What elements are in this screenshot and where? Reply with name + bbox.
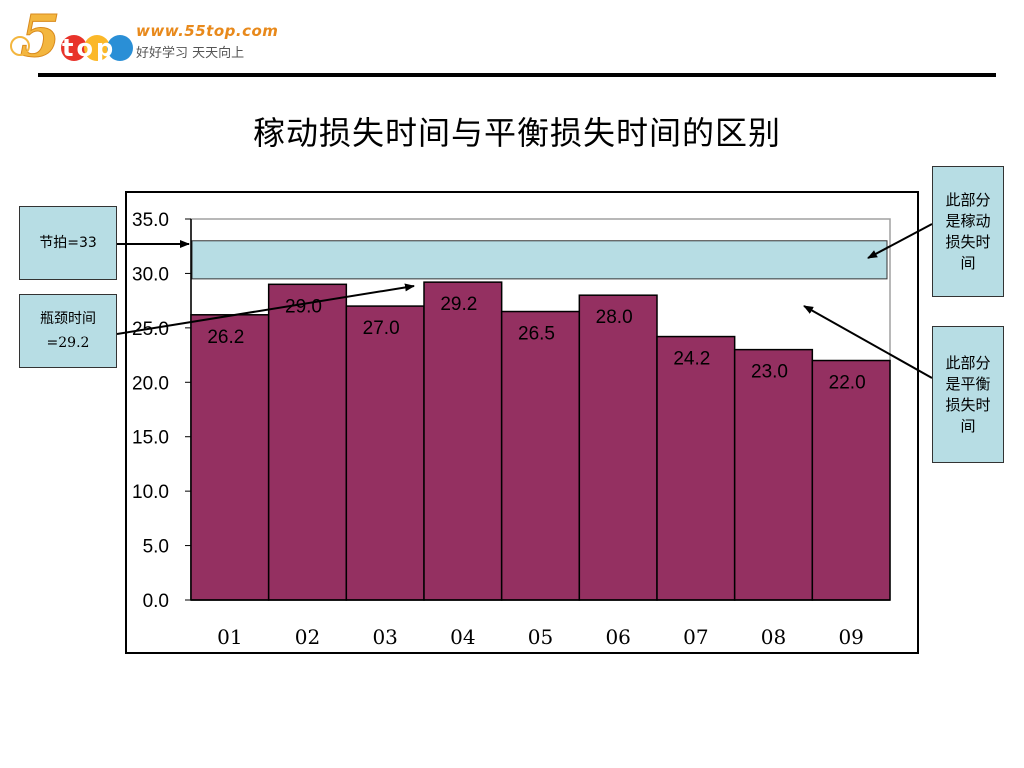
page-title: 稼动损失时间与平衡损失时间的区别: [252, 114, 781, 152]
takt-label: 节拍=33: [39, 235, 97, 251]
bar: [423, 281, 503, 601]
bar: [733, 348, 814, 601]
bar: [811, 359, 891, 601]
bar-value-label: 26.2: [207, 327, 244, 348]
bottleneck-callout: 瓶颈时间 =29.2: [19, 294, 117, 368]
bar: [190, 314, 270, 601]
x-tick-label: 06: [605, 625, 630, 649]
y-tick-label: 0.0: [143, 591, 169, 612]
operational-loss-arrow: [867, 223, 933, 259]
bottleneck-arrow: [116, 283, 415, 335]
bar: [267, 283, 348, 601]
y-tick-label: 15.0: [132, 428, 169, 449]
balance-loss-callout: 此部分是平衡损失时间: [932, 326, 1004, 463]
bar: [500, 310, 581, 601]
y-tick-label: 35.0: [132, 210, 169, 231]
bar: [578, 294, 658, 601]
logo-word: top: [62, 34, 116, 62]
x-tick-label: 04: [450, 625, 475, 649]
takt-band: [191, 240, 888, 280]
x-tick-label: 09: [838, 625, 863, 649]
x-tick-label: 01: [217, 625, 242, 649]
bar: [656, 335, 736, 601]
bottleneck-label: 瓶颈时间: [40, 311, 96, 327]
operational-loss-label: 此部分是稼动损失时间: [945, 190, 991, 272]
bar-value-label: 29.2: [440, 294, 477, 315]
balance-loss-arrow: [803, 305, 933, 379]
y-tick-label: 20.0: [132, 373, 169, 394]
bar-value-label: 26.5: [518, 324, 555, 345]
y-tick-label: 5.0: [143, 537, 169, 558]
bar-value-label: 28.0: [596, 307, 633, 328]
bar-value-label: 22.0: [829, 373, 866, 394]
site-slogan: 好好学习 天天向上: [136, 46, 245, 61]
site-url: www.55top.com: [136, 22, 279, 40]
x-tick-label: 05: [528, 625, 553, 649]
bar: [345, 305, 425, 601]
takt-callout: 节拍=33: [19, 206, 117, 280]
bar-value-label: 23.0: [751, 362, 788, 383]
x-tick-label: 07: [683, 625, 708, 649]
x-tick-label: 03: [372, 625, 397, 649]
operational-loss-callout: 此部分是稼动损失时间: [932, 166, 1004, 297]
bar-value-label: 27.0: [363, 318, 400, 339]
y-tick-label: 30.0: [132, 264, 169, 285]
header-divider: [38, 73, 996, 77]
bottleneck-value: =29.2: [46, 335, 90, 351]
x-tick-label: 08: [761, 625, 786, 649]
logo-digit: 5: [20, 2, 60, 70]
bar-value-label: 24.2: [673, 349, 710, 370]
balance-loss-label: 此部分是平衡损失时间: [945, 353, 991, 435]
x-tick-label: 02: [295, 625, 320, 649]
chart-frame: [125, 191, 919, 654]
55top-logo: 5 top: [10, 2, 133, 70]
y-tick-label: 10.0: [132, 482, 169, 503]
